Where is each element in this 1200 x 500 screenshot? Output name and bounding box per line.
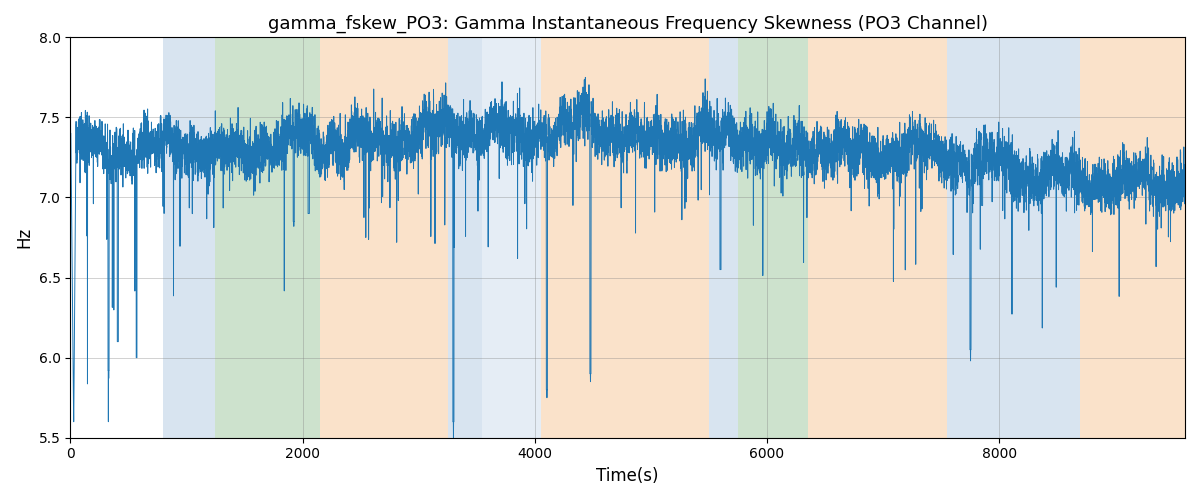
Bar xyxy=(482,38,540,438)
Bar xyxy=(738,38,808,438)
Bar xyxy=(163,38,216,438)
Bar xyxy=(808,38,947,438)
Bar xyxy=(947,38,1080,438)
Bar xyxy=(448,38,482,438)
Bar xyxy=(540,38,709,438)
Title: gamma_fskew_PO3: Gamma Instantaneous Frequency Skewness (PO3 Channel): gamma_fskew_PO3: Gamma Instantaneous Fre… xyxy=(268,15,988,34)
Bar xyxy=(320,38,448,438)
Bar xyxy=(216,38,320,438)
Bar xyxy=(1080,38,1186,438)
Y-axis label: Hz: Hz xyxy=(16,227,34,248)
X-axis label: Time(s): Time(s) xyxy=(596,467,659,485)
Bar xyxy=(709,38,738,438)
